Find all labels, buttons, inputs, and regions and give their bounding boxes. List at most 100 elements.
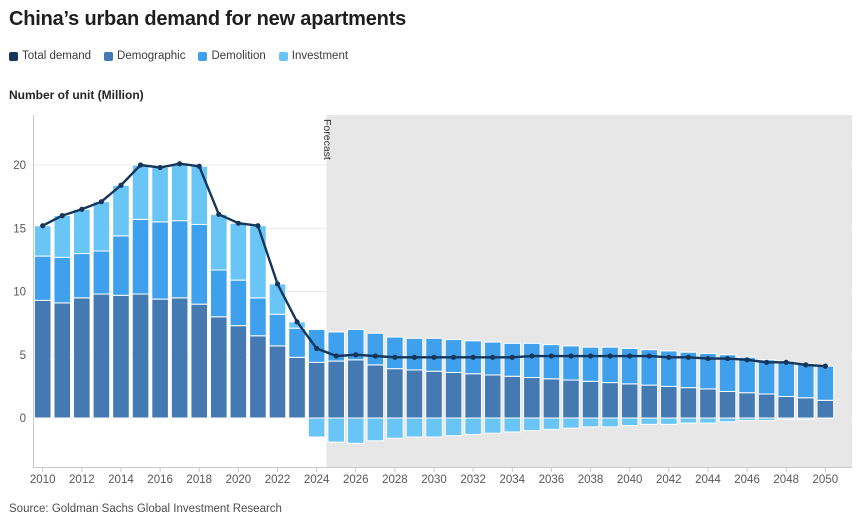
bar-investment-2046 <box>738 417 756 422</box>
bar-investment-2015 <box>131 164 150 220</box>
total-demand-point-2011 <box>59 213 65 219</box>
x-tick-label-2028: 2028 <box>382 474 408 486</box>
bar-demographic-2012 <box>73 297 91 419</box>
bar-demolition-2010 <box>33 255 52 301</box>
bar-investment-2025 <box>327 417 345 443</box>
bar-demolition-2013 <box>92 250 111 295</box>
bar-demolition-2049 <box>796 363 815 399</box>
bar-investment-2035 <box>523 417 541 432</box>
bar-demographic-2028 <box>386 368 404 419</box>
total-demand-point-2040 <box>627 353 633 359</box>
total-demand-point-2017 <box>177 161 183 167</box>
y-tick-label-20: 20 <box>13 160 26 172</box>
bar-demolition-2020 <box>229 279 248 327</box>
bar-investment-2019 <box>209 213 228 271</box>
bar-demolition-2037 <box>562 345 580 381</box>
legend-label: Demolition <box>211 50 266 62</box>
bar-investment-2045 <box>718 417 737 423</box>
bar-investment-2041 <box>640 417 659 425</box>
bar-demographic-2031 <box>444 371 463 419</box>
total-demand-point-2014 <box>118 182 124 188</box>
bar-demolition-2028 <box>386 336 404 370</box>
bar-demographic-2044 <box>699 388 717 419</box>
total-demand-point-2045 <box>724 355 731 362</box>
bar-demolition-2017 <box>170 220 189 299</box>
x-tick-label-2012: 2012 <box>69 474 95 486</box>
bar-demolition-2040 <box>620 347 639 385</box>
x-tick-label-2046: 2046 <box>734 474 760 486</box>
total-demand-point-2046 <box>744 357 750 363</box>
bar-demolition-2014 <box>112 235 130 296</box>
bar-demographic-2040 <box>620 383 639 419</box>
bar-demographic-2033 <box>483 374 502 419</box>
legend-item-demographic: Demographic <box>104 50 185 62</box>
y-tick-label-0: 0 <box>20 413 26 425</box>
total-demand-point-2031 <box>450 354 457 360</box>
x-tick-label-2014: 2014 <box>108 474 134 486</box>
x-tick-label-2016: 2016 <box>147 474 173 486</box>
bar-demolition-2019 <box>209 269 228 318</box>
source-note: Source: Goldman Sachs Global Investment … <box>9 503 282 515</box>
total-demand-point-2038 <box>587 353 594 359</box>
total-demand-point-2035 <box>529 353 535 359</box>
bar-investment-2037 <box>562 417 580 429</box>
bar-investment-2042 <box>660 417 678 425</box>
bar-demolition-2041 <box>640 349 659 386</box>
total-demand-point-2042 <box>666 354 672 360</box>
bar-demolition-2012 <box>73 253 91 299</box>
total-demand-point-2028 <box>392 354 398 360</box>
bar-demographic-2036 <box>542 378 561 419</box>
bar-demographic-2043 <box>679 387 698 419</box>
bar-investment-2033 <box>483 417 502 434</box>
bar-demographic-2013 <box>92 293 111 419</box>
total-demand-point-2049 <box>803 362 809 368</box>
bar-demographic-2019 <box>209 316 228 419</box>
bar-demolition-2050 <box>816 365 835 401</box>
bar-demographic-2038 <box>581 380 600 419</box>
total-demand-point-2043 <box>685 354 691 360</box>
bar-investment-2044 <box>699 417 717 424</box>
bar-demographic-2024 <box>307 361 326 419</box>
bar-demolition-2042 <box>660 350 678 387</box>
bar-demographic-2022 <box>268 345 287 419</box>
bar-demographic-2048 <box>777 395 796 419</box>
total-demand-point-2036 <box>548 353 555 359</box>
legend: Total demand Demographic Demolition Investm… <box>9 50 348 62</box>
bar-demographic-2027 <box>366 364 385 419</box>
bar-investment-2014 <box>112 184 130 237</box>
bar-demolition-2048 <box>777 360 796 397</box>
x-tick-label-2022: 2022 <box>265 474 291 486</box>
x-tick-label-2026: 2026 <box>343 474 369 486</box>
bar-demographic-2017 <box>170 297 189 419</box>
bar-demographic-2050 <box>816 399 835 419</box>
bar-investment-2034 <box>503 417 522 433</box>
total-demand-point-2013 <box>98 199 104 205</box>
legend-label: Investment <box>291 50 349 62</box>
total-demand-point-2048 <box>783 359 789 365</box>
bar-investment-2047 <box>757 417 776 422</box>
y-tick-label-15: 15 <box>13 223 26 235</box>
bar-demographic-2025 <box>327 360 345 419</box>
x-tick-label-2024: 2024 <box>304 474 330 486</box>
bar-investment-2036 <box>542 417 561 430</box>
bar-investment-2024 <box>307 417 326 438</box>
total-demand-point-2025 <box>333 353 339 359</box>
bar-demographic-2011 <box>53 302 72 419</box>
bar-investment-2017 <box>170 163 189 222</box>
x-tick-label-2050: 2050 <box>813 474 839 486</box>
bar-demographic-2039 <box>601 382 619 419</box>
legend-item-total-demand: Total demand <box>9 50 91 62</box>
total-demand-point-2039 <box>607 353 613 359</box>
bar-demolition-2018 <box>190 223 209 305</box>
total-demand-point-2026 <box>353 352 359 358</box>
legend-item-investment: Investment <box>278 50 349 62</box>
bar-investment-2039 <box>601 417 619 428</box>
bar-demographic-2029 <box>405 369 424 419</box>
bar-investment-2022 <box>268 283 287 315</box>
legend-swatch-icon <box>278 51 288 61</box>
bar-demographic-2047 <box>757 393 776 419</box>
bar-demolition-2043 <box>679 351 698 389</box>
legend-swatch-icon <box>198 51 208 61</box>
x-tick-label-2030: 2030 <box>421 474 447 486</box>
